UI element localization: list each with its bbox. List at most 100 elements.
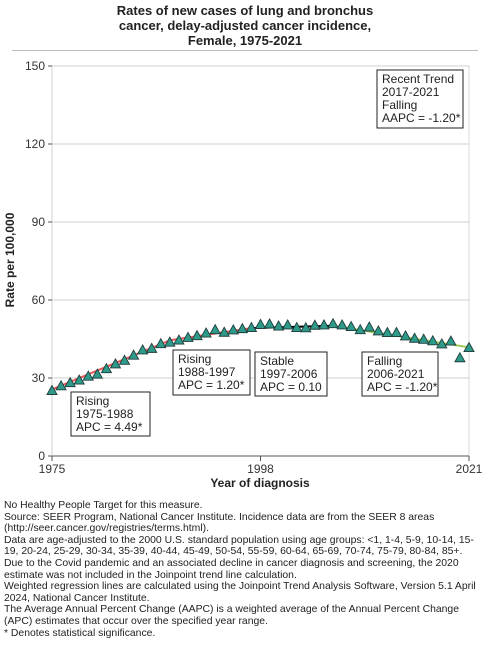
data-point-1982 xyxy=(109,358,122,369)
data-point-2021 xyxy=(463,341,475,353)
annotation-text-5-2: 2017-2021 xyxy=(382,85,440,99)
annotation-text-5-3: Falling xyxy=(382,98,417,112)
data-point-2009 xyxy=(354,323,366,335)
y-tick-label-0: 0 xyxy=(38,449,45,463)
data-point-1995 xyxy=(227,323,240,335)
annotation-text-5-1: Recent Trend xyxy=(382,72,454,86)
data-point-2003 xyxy=(300,321,312,333)
annotation-box-border-5 xyxy=(376,69,464,129)
annotation-text-2-1: Rising xyxy=(178,352,211,366)
annotation-text-1-2: 1975-1988 xyxy=(76,407,134,421)
observed-points xyxy=(46,317,475,395)
footnote-aapc: The Average Annual Percent Change (AAPC)… xyxy=(4,604,459,627)
data-point-1988 xyxy=(164,336,176,347)
data-point-2018 xyxy=(436,338,448,349)
trend-line-segment-2 xyxy=(169,327,252,342)
data-point-1992 xyxy=(200,327,212,338)
data-point-1996 xyxy=(236,322,249,334)
annotation-text-4-1: Falling xyxy=(367,354,402,368)
annotation-box-border-3 xyxy=(254,351,328,397)
annotation-text-2-3: APC = 1.20* xyxy=(178,378,245,392)
footnote-target: No Healthy People Target for this measur… xyxy=(4,500,203,511)
y-tick-label-30: 30 xyxy=(32,371,46,385)
data-point-1994 xyxy=(218,326,231,337)
data-point-1986 xyxy=(145,342,158,353)
data-point-1979 xyxy=(82,370,95,381)
y-tick-label-120: 120 xyxy=(25,137,45,151)
data-point-1976 xyxy=(55,379,67,391)
annotation-text-3-3: APC = 0.10 xyxy=(260,380,322,394)
footnote-regression: Weighted regression lines are calculated… xyxy=(4,581,476,604)
y-axis-ticks: 0 30 60 90 120 150 xyxy=(25,59,52,463)
data-point-1983 xyxy=(118,354,131,365)
data-point-2007 xyxy=(336,319,348,330)
annotation-text-2-2: 1988-1997 xyxy=(178,365,236,379)
data-point-1991 xyxy=(191,329,203,341)
data-point-1987 xyxy=(155,337,167,349)
data-point-2019 xyxy=(445,335,457,346)
data-point-1978 xyxy=(73,374,85,385)
data-point-2008 xyxy=(345,320,357,331)
data-point-2016 xyxy=(417,333,430,344)
data-point-1999 xyxy=(263,318,276,329)
data-point-2020 xyxy=(454,351,466,363)
x-tick-label-1998: 1998 xyxy=(247,462,274,476)
chart-title-line-1: Rates of new cases of lung and bronchus xyxy=(117,3,373,18)
annotation-text-5-4: AAPC = -1.20* xyxy=(382,111,461,125)
x-tick-label-2021: 2021 xyxy=(456,462,483,476)
annotation-text-3-1: Stable xyxy=(260,354,294,368)
annotation-box-border-2 xyxy=(172,349,251,396)
lung-cancer-incidence-chart: Rates of new cases of lung and bronchusc… xyxy=(3,3,483,490)
data-point-1977 xyxy=(64,376,76,388)
x-axis-ticks: 1975 1998 2021 xyxy=(39,456,483,476)
y-tick-label-60: 60 xyxy=(32,293,46,307)
data-point-2012 xyxy=(381,326,394,337)
annotation-box-border-4 xyxy=(361,351,439,397)
footnote-covid: Due to the Covid pandemic and an associa… xyxy=(4,557,459,581)
data-point-2002 xyxy=(290,321,303,333)
annotation-text-4-2: 2006-2021 xyxy=(367,367,425,381)
data-point-1984 xyxy=(127,349,140,360)
data-point-2014 xyxy=(399,329,412,341)
annotation-text-4-3: APC = -1.20* xyxy=(367,380,438,394)
x-tick-label-1975: 1975 xyxy=(39,462,66,476)
data-point-1981 xyxy=(100,362,113,374)
data-point-2006 xyxy=(327,317,339,329)
chart-title-line-3: Female, 1975-2021 xyxy=(188,33,302,48)
data-point-1980 xyxy=(91,368,104,379)
data-point-2010 xyxy=(363,321,376,332)
chart-title: Rates of new cases of lung and bronchusc… xyxy=(12,3,478,51)
x-axis-label: Year of diagnosis xyxy=(210,476,310,490)
annotation-text-1-1: Rising xyxy=(76,394,109,408)
data-point-1989 xyxy=(173,334,185,345)
data-point-2017 xyxy=(426,334,439,346)
data-point-1985 xyxy=(136,344,149,355)
footnote-age-adjustment: Data are age-adjusted to the 2000 U.S. s… xyxy=(4,534,474,558)
data-point-1998 xyxy=(254,318,267,329)
data-point-2001 xyxy=(281,319,294,330)
data-point-1990 xyxy=(182,331,194,342)
annotation-text-3-2: 1997-2006 xyxy=(260,367,318,381)
annotation-text-1-3: APC = 4.49* xyxy=(76,420,143,434)
annotation-box-border-1 xyxy=(70,391,151,437)
data-point-2000 xyxy=(272,320,285,331)
y-tick-label-90: 90 xyxy=(32,215,46,229)
data-point-2013 xyxy=(390,326,403,337)
chart-title-line-2: cancer, delay-adjusted cancer incidence, xyxy=(119,18,371,33)
data-point-1997 xyxy=(245,321,258,333)
data-point-2011 xyxy=(372,325,385,336)
footnote-source: Source: SEER Program, National Cancer In… xyxy=(4,511,435,535)
data-point-2004 xyxy=(309,319,321,330)
data-point-1975 xyxy=(46,384,58,395)
data-point-1993 xyxy=(209,323,221,335)
footnote-significance: * Denotes statistical significance. xyxy=(4,627,156,639)
y-axis-label: Rate per 100,000 xyxy=(3,212,17,307)
y-tick-label-150: 150 xyxy=(25,59,45,73)
data-point-2015 xyxy=(408,332,421,343)
